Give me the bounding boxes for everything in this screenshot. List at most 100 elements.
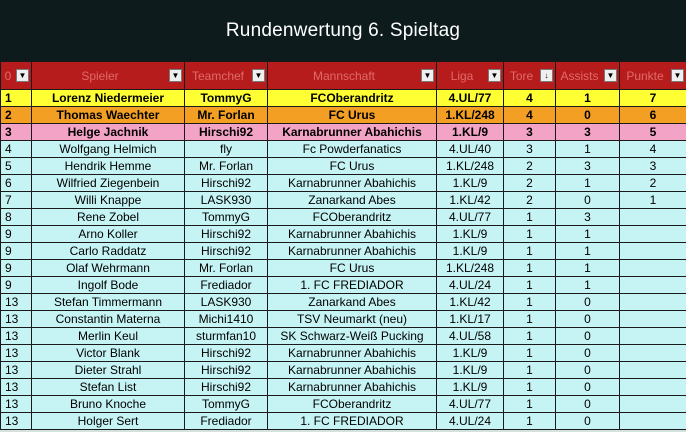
- cell-liga[interactable]: 1.KL/17: [436, 310, 504, 328]
- cell-punkte[interactable]: [619, 344, 686, 362]
- cell-spieler[interactable]: Victor Blank: [31, 344, 185, 362]
- cell-liga[interactable]: 4.UL/77: [436, 89, 504, 107]
- cell-punkte[interactable]: 1: [619, 191, 686, 209]
- table-row[interactable]: 9 Arno Koller Hirschi92 Karnabrunner Abahic…: [0, 225, 686, 243]
- cell-rank[interactable]: 5: [0, 157, 32, 175]
- cell-rank[interactable]: 9: [0, 242, 32, 260]
- cell-rank[interactable]: 9: [0, 276, 32, 294]
- cell-assists[interactable]: 0: [555, 106, 620, 124]
- table-row[interactable]: 5 Hendrik Hemme Mr. Forlan FC Urus 1.KL/248 2…: [0, 157, 686, 175]
- cell-teamchef[interactable]: LASK930: [184, 191, 268, 209]
- cell-teamchef[interactable]: Hirschi92: [184, 242, 268, 260]
- table-row[interactable]: 13 Holger Sert Frediador 1. FC FREDIADOR 4.U…: [0, 412, 686, 430]
- cell-teamchef[interactable]: Hirschi92: [184, 225, 268, 243]
- table-row[interactable]: 3 Helge Jachnik Hirschi92 Karnabrunner Abah…: [0, 123, 686, 141]
- cell-rank[interactable]: 13: [0, 310, 32, 328]
- cell-assists[interactable]: 0: [555, 191, 620, 209]
- cell-punkte[interactable]: 3: [619, 157, 686, 175]
- cell-mannschaft[interactable]: FCOberandritz: [267, 208, 437, 226]
- cell-spieler[interactable]: Arno Koller: [31, 225, 185, 243]
- cell-mannschaft[interactable]: Zanarkand Abes: [267, 191, 437, 209]
- filter-dropdown-button[interactable]: ▼: [169, 69, 182, 82]
- cell-assists[interactable]: 1: [555, 225, 620, 243]
- cell-tore[interactable]: 4: [503, 106, 556, 124]
- cell-tore[interactable]: 1: [503, 327, 556, 345]
- cell-punkte[interactable]: 5: [619, 123, 686, 141]
- cell-liga[interactable]: 1.KL/248: [436, 106, 504, 124]
- cell-rank[interactable]: 4: [0, 140, 32, 158]
- cell-mannschaft[interactable]: Karnabrunner Abahichis: [267, 378, 437, 396]
- cell-punkte[interactable]: [619, 310, 686, 328]
- cell-mannschaft[interactable]: Karnabrunner Abahichis: [267, 123, 437, 141]
- cell-liga[interactable]: 4.UL/77: [436, 208, 504, 226]
- cell-teamchef[interactable]: Hirschi92: [184, 174, 268, 192]
- cell-tore[interactable]: 1: [503, 361, 556, 379]
- cell-teamchef[interactable]: Frediador: [184, 276, 268, 294]
- cell-tore[interactable]: 1: [503, 344, 556, 362]
- cell-punkte[interactable]: [619, 276, 686, 294]
- cell-punkte[interactable]: [619, 361, 686, 379]
- cell-liga[interactable]: 1.KL/248: [436, 157, 504, 175]
- cell-tore[interactable]: 1: [503, 378, 556, 396]
- filter-dropdown-button[interactable]: ▼: [604, 69, 617, 82]
- cell-assists[interactable]: 0: [555, 293, 620, 311]
- cell-liga[interactable]: 1.KL/9: [436, 378, 504, 396]
- cell-mannschaft[interactable]: Karnabrunner Abahichis: [267, 174, 437, 192]
- cell-assists[interactable]: 0: [555, 395, 620, 413]
- cell-spieler[interactable]: Willi Knappe: [31, 191, 185, 209]
- table-row[interactable]: 13 Victor Blank Hirschi92 Karnabrunner Abah…: [0, 344, 686, 362]
- cell-rank[interactable]: 6: [0, 174, 32, 192]
- filter-dropdown-button[interactable]: ▼: [252, 69, 265, 82]
- cell-mannschaft[interactable]: 1. FC FREDIADOR: [267, 412, 437, 430]
- cell-mannschaft[interactable]: Karnabrunner Abahichis: [267, 225, 437, 243]
- cell-mannschaft[interactable]: FCOberandritz: [267, 89, 437, 107]
- cell-assists[interactable]: 0: [555, 412, 620, 430]
- cell-spieler[interactable]: Wilfried Ziegenbein: [31, 174, 185, 192]
- cell-rank[interactable]: 3: [0, 123, 32, 141]
- cell-teamchef[interactable]: Hirschi92: [184, 344, 268, 362]
- table-row[interactable]: 9 Olaf Wehrmann Mr. Forlan FC Urus 1.KL/248 1…: [0, 259, 686, 277]
- cell-teamchef[interactable]: Michi1410: [184, 310, 268, 328]
- cell-teamchef[interactable]: fly: [184, 140, 268, 158]
- cell-tore[interactable]: 1: [503, 293, 556, 311]
- table-row[interactable]: 13 Stefan Timmermann LASK930 Zanarkand Abes…: [0, 293, 686, 311]
- cell-rank[interactable]: 13: [0, 293, 32, 311]
- cell-assists[interactable]: 1: [555, 140, 620, 158]
- table-row[interactable]: 9 Carlo Raddatz Hirschi92 Karnabrunner Abah…: [0, 242, 686, 260]
- table-row[interactable]: 13 Constantin Materna Michi1410 TSV Neumark…: [0, 310, 686, 328]
- cell-rank[interactable]: 2: [0, 106, 32, 124]
- cell-assists[interactable]: 1: [555, 276, 620, 294]
- cell-tore[interactable]: 1: [503, 276, 556, 294]
- cell-punkte[interactable]: 2: [619, 174, 686, 192]
- cell-tore[interactable]: 1: [503, 242, 556, 260]
- cell-spieler[interactable]: Lorenz Niedermeier: [31, 89, 185, 107]
- cell-liga[interactable]: 1.KL/9: [436, 344, 504, 362]
- cell-liga[interactable]: 1.KL/9: [436, 225, 504, 243]
- cell-liga[interactable]: 1.KL/248: [436, 259, 504, 277]
- cell-spieler[interactable]: Constantin Materna: [31, 310, 185, 328]
- cell-assists[interactable]: 0: [555, 344, 620, 362]
- cell-teamchef[interactable]: Mr. Forlan: [184, 259, 268, 277]
- cell-rank[interactable]: 8: [0, 208, 32, 226]
- cell-mannschaft[interactable]: Zanarkand Abes: [267, 293, 437, 311]
- cell-mannschaft[interactable]: FC Urus: [267, 106, 437, 124]
- cell-mannschaft[interactable]: Karnabrunner Abahichis: [267, 361, 437, 379]
- cell-liga[interactable]: 1.KL/9: [436, 361, 504, 379]
- table-row[interactable]: 13 Bruno Knoche TommyG FCOberandritz 4.UL/77…: [0, 395, 686, 413]
- cell-tore[interactable]: 1: [503, 259, 556, 277]
- cell-teamchef[interactable]: sturmfan10: [184, 327, 268, 345]
- cell-punkte[interactable]: [619, 225, 686, 243]
- cell-assists[interactable]: 3: [555, 208, 620, 226]
- cell-teamchef[interactable]: LASK930: [184, 293, 268, 311]
- cell-punkte[interactable]: [619, 242, 686, 260]
- cell-spieler[interactable]: Stefan List: [31, 378, 185, 396]
- table-row[interactable]: 9 Ingolf Bode Frediador 1. FC FREDIADOR 4.UL…: [0, 276, 686, 294]
- cell-mannschaft[interactable]: TSV Neumarkt (neu): [267, 310, 437, 328]
- cell-spieler[interactable]: Rene Zobel: [31, 208, 185, 226]
- cell-mannschaft[interactable]: Karnabrunner Abahichis: [267, 242, 437, 260]
- cell-punkte[interactable]: [619, 327, 686, 345]
- filter-dropdown-button[interactable]: ▼: [671, 69, 684, 82]
- cell-spieler[interactable]: Ingolf Bode: [31, 276, 185, 294]
- cell-rank[interactable]: 1: [0, 89, 32, 107]
- table-row[interactable]: 1 Lorenz Niedermeier TommyG FCOberandritz 4.…: [0, 89, 686, 107]
